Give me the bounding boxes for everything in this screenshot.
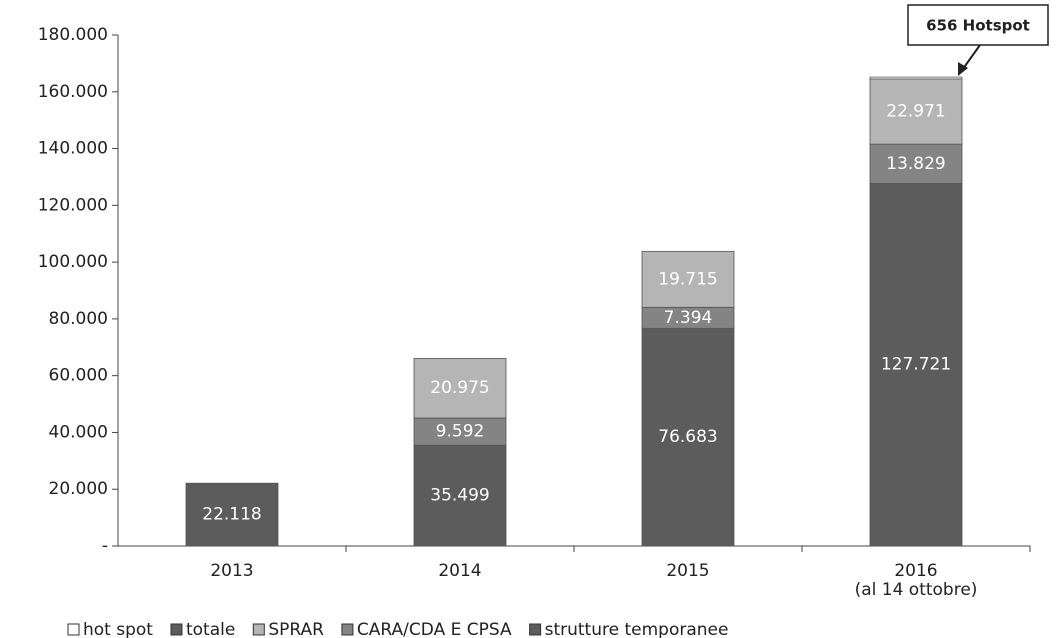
bar-segment <box>185 482 279 547</box>
annotation-box <box>907 4 1049 46</box>
y-tick-label: 160.000 <box>38 82 108 102</box>
bar-segment <box>413 417 507 446</box>
x-tick-label: 2013 <box>210 561 254 581</box>
y-tick-label: 60.000 <box>49 366 108 386</box>
legend-label: CARA/CDA E CPSA <box>357 620 512 638</box>
data-label: 127.721 <box>881 355 951 375</box>
legend-label: strutture temporanee <box>545 620 729 638</box>
arrow-head <box>958 62 968 76</box>
data-label: 35.499 <box>430 486 489 506</box>
x-tick-label: 2015 <box>666 561 710 581</box>
data-label: 9.592 <box>436 422 485 442</box>
x-tick-label: 2014 <box>438 561 482 581</box>
bar-segment <box>413 358 507 419</box>
data-label: 20.975 <box>430 378 489 398</box>
legend-label: SPRAR <box>268 620 324 638</box>
data-label: 22.118 <box>202 505 261 525</box>
y-tick-label: 20.000 <box>49 479 108 499</box>
bar-segment <box>869 78 963 145</box>
bar-segment <box>869 76 963 80</box>
legend-swatch <box>170 623 183 636</box>
bar-segment <box>869 183 963 547</box>
data-label: 7.394 <box>664 308 713 328</box>
y-tick-label: 100.000 <box>38 252 108 272</box>
legend-label: totale <box>186 620 235 638</box>
annotation: 656 Hotspot <box>926 17 1030 35</box>
x-tick-label: 2016 (al 14 ottobre) <box>854 561 978 600</box>
legend-swatch <box>529 623 542 636</box>
y-tick-label: 140.000 <box>38 139 108 159</box>
bar-segment <box>869 143 963 184</box>
y-tick-label: 40.000 <box>49 422 108 442</box>
legend-label: hot spot <box>83 620 153 638</box>
data-label: 13.829 <box>886 154 945 174</box>
data-label: 19.715 <box>658 269 717 289</box>
data-label: 76.683 <box>658 427 717 447</box>
legend-swatch <box>341 623 354 636</box>
data-label: 22.971 <box>886 102 945 122</box>
y-tick-label: - <box>102 536 108 556</box>
y-tick-label: 80.000 <box>49 309 108 329</box>
y-tick-label: 180.000 <box>38 25 108 45</box>
legend-swatch <box>252 623 265 636</box>
bar-segment <box>641 250 735 308</box>
legend-swatch <box>67 623 80 636</box>
y-tick-label: 120.000 <box>38 195 108 215</box>
